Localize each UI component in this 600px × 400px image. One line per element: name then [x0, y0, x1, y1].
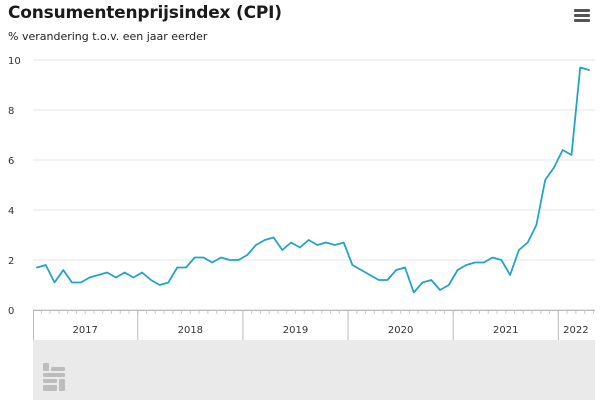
data-point[interactable] — [394, 268, 399, 273]
data-point[interactable] — [105, 270, 110, 275]
data-point[interactable] — [157, 283, 162, 288]
data-point[interactable] — [96, 273, 101, 278]
data-point[interactable] — [420, 280, 425, 285]
data-point[interactable] — [236, 258, 241, 263]
x-year-label: 2022 — [563, 325, 588, 336]
y-tick-label: 10 — [8, 56, 21, 67]
y-tick-label: 0 — [8, 306, 14, 317]
data-point[interactable] — [148, 278, 153, 283]
data-point[interactable] — [175, 265, 180, 270]
x-year-label: 2018 — [178, 325, 203, 336]
y-tick-label: 6 — [8, 156, 14, 167]
data-point[interactable] — [262, 238, 267, 243]
x-year-label: 2020 — [388, 325, 413, 336]
y-tick-label: 4 — [8, 206, 14, 217]
y-axis-ticks: 0 2 4 6 8 10 — [8, 56, 21, 317]
data-point[interactable] — [52, 280, 57, 285]
data-point[interactable] — [332, 243, 337, 248]
data-point[interactable] — [525, 240, 530, 245]
data-point[interactable] — [516, 248, 521, 253]
data-point[interactable] — [297, 245, 302, 250]
x-axis: 2017 2018 2019 2020 2021 2022 — [33, 310, 595, 340]
data-point[interactable] — [289, 240, 294, 245]
data-point[interactable] — [411, 290, 416, 295]
data-point[interactable] — [201, 255, 206, 260]
data-point[interactable] — [429, 278, 434, 283]
y-tick-label: 2 — [8, 256, 14, 267]
data-point[interactable] — [43, 263, 48, 268]
data-point[interactable] — [324, 240, 329, 245]
data-point[interactable] — [78, 280, 83, 285]
data-point[interactable] — [131, 275, 136, 280]
hamburger-menu-icon[interactable] — [574, 9, 590, 23]
data-point[interactable] — [61, 268, 66, 273]
data-point[interactable] — [560, 148, 565, 153]
data-point[interactable] — [490, 255, 495, 260]
data-point[interactable] — [122, 270, 127, 275]
cbs-logo-icon — [43, 363, 65, 395]
data-point[interactable] — [341, 240, 346, 245]
data-point[interactable] — [376, 278, 381, 283]
data-point[interactable] — [306, 238, 311, 243]
data-point[interactable] — [508, 273, 513, 278]
data-point[interactable] — [578, 65, 583, 70]
data-point[interactable] — [481, 260, 486, 265]
data-point[interactable] — [473, 260, 478, 265]
data-point[interactable] — [551, 165, 556, 170]
data-point[interactable] — [183, 265, 188, 270]
data-point[interactable] — [446, 283, 451, 288]
data-point[interactable] — [587, 68, 592, 73]
data-point[interactable] — [350, 263, 355, 268]
data-point[interactable] — [113, 275, 118, 280]
x-year-label: 2017 — [72, 325, 97, 336]
y-tick-label: 8 — [8, 106, 14, 117]
data-point[interactable] — [438, 288, 443, 293]
data-point[interactable] — [464, 263, 469, 268]
data-point[interactable] — [227, 258, 232, 263]
data-point[interactable] — [455, 268, 460, 273]
data-point[interactable] — [359, 268, 364, 273]
x-year-label: 2019 — [283, 325, 308, 336]
data-point[interactable] — [87, 275, 92, 280]
data-point[interactable] — [385, 278, 390, 283]
series-line-cpi[interactable] — [36, 66, 590, 294]
data-point[interactable] — [499, 258, 504, 263]
data-point[interactable] — [219, 255, 224, 260]
data-point[interactable] — [35, 265, 40, 270]
x-year-label: 2021 — [493, 325, 518, 336]
data-point[interactable] — [70, 280, 75, 285]
series-cpi — [35, 65, 592, 295]
data-point[interactable] — [280, 248, 285, 253]
data-point[interactable] — [543, 178, 548, 183]
data-point[interactable] — [367, 273, 372, 278]
data-point[interactable] — [166, 280, 171, 285]
data-point[interactable] — [254, 243, 259, 248]
chart-title: Consumentenprijsindex (CPI) — [8, 3, 282, 23]
data-point[interactable] — [271, 235, 276, 240]
footer-band — [33, 340, 595, 400]
data-point[interactable] — [140, 270, 145, 275]
data-point[interactable] — [192, 255, 197, 260]
data-point[interactable] — [403, 265, 408, 270]
data-point[interactable] — [245, 253, 250, 258]
data-point[interactable] — [315, 243, 320, 248]
chart-subtitle: % verandering t.o.v. een jaar eerder — [8, 30, 208, 43]
data-point[interactable] — [210, 260, 215, 265]
data-point[interactable] — [569, 153, 574, 158]
data-point[interactable] — [534, 223, 539, 228]
